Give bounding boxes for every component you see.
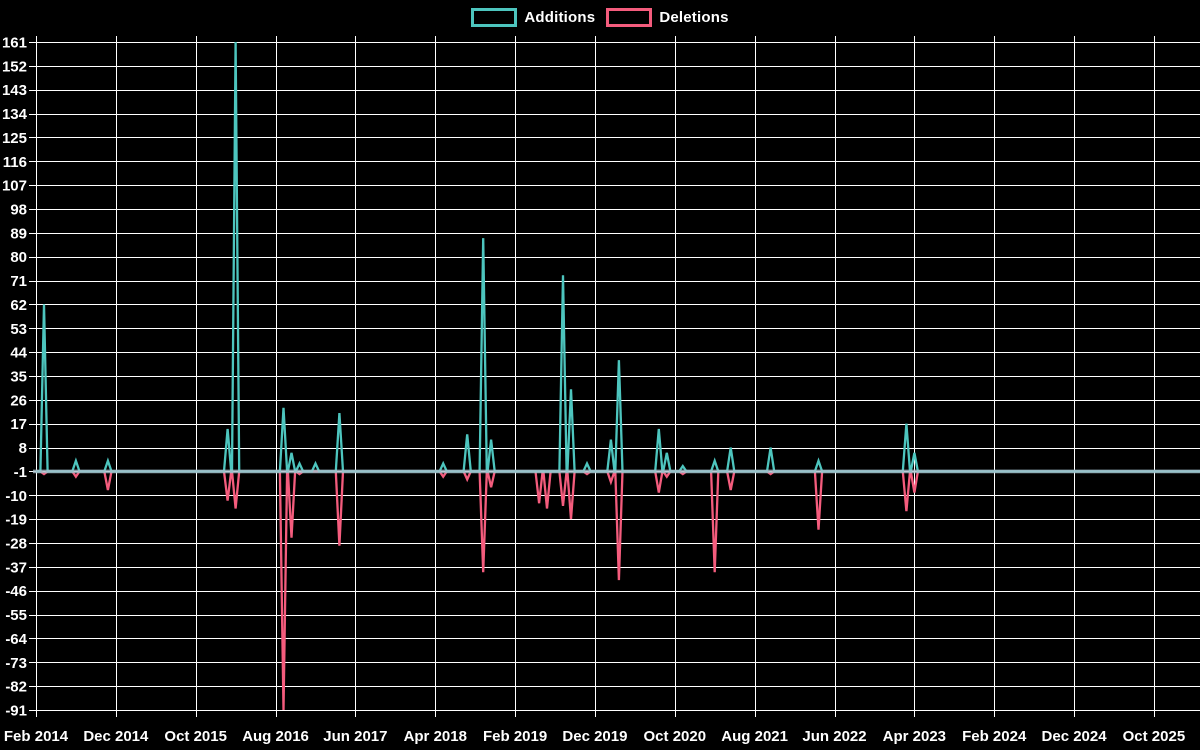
y-tick-label: 80 xyxy=(10,249,27,266)
x-tick-label: Apr 2023 xyxy=(883,728,946,745)
y-tick-label: -19 xyxy=(5,512,27,529)
deletions-legend-label: Deletions xyxy=(659,9,729,26)
y-tick-label: -28 xyxy=(5,536,27,553)
x-tick-label: Oct 2015 xyxy=(164,728,227,745)
x-tick-label: Feb 2014 xyxy=(4,728,69,745)
deletions-line xyxy=(36,470,1200,711)
y-tick-label: 89 xyxy=(10,225,27,242)
y-tick-label: -64 xyxy=(5,631,27,648)
x-tick-label: Oct 2025 xyxy=(1123,728,1186,745)
x-tick-label: Aug 2021 xyxy=(721,728,788,745)
legend-item-additions[interactable]: Additions xyxy=(471,8,595,27)
y-axis-labels: 161 152 143 134 125 116 107 98 89 80 71 62 53 44 35 26 1… xyxy=(2,35,28,720)
y-tick-label: 53 xyxy=(10,321,27,338)
x-tick-label: Jun 2017 xyxy=(323,728,387,745)
y-tick-label: -73 xyxy=(5,655,27,672)
y-tick-label: 35 xyxy=(10,369,27,386)
legend-item-deletions[interactable]: Deletions xyxy=(606,8,728,27)
y-tick-label: 134 xyxy=(2,106,28,123)
y-tick-label: -55 xyxy=(5,607,27,624)
x-tick-label: Dec 2014 xyxy=(83,728,149,745)
y-tick-label: 26 xyxy=(10,392,27,409)
y-tick-label: -37 xyxy=(5,559,27,576)
y-tick-label: 161 xyxy=(2,35,27,52)
x-tick-label: Oct 2020 xyxy=(644,728,707,745)
y-tick-label: 116 xyxy=(3,154,27,171)
y-tick-label: -10 xyxy=(5,488,27,505)
deletions-swatch-icon xyxy=(606,8,653,27)
y-tick-label: -82 xyxy=(5,679,27,696)
chart-legend: Additions Deletions xyxy=(0,8,1200,27)
grid-lines xyxy=(29,36,1200,717)
y-tick-label: 98 xyxy=(10,202,27,219)
y-tick-label: 143 xyxy=(2,82,27,99)
additions-line xyxy=(36,41,1200,473)
y-tick-label: 71 xyxy=(10,273,27,290)
y-tick-label: 44 xyxy=(10,345,27,362)
y-tick-label: -1 xyxy=(14,464,27,481)
y-tick-label: 125 xyxy=(2,130,27,147)
x-axis-labels: Feb 2014 Dec 2014 Oct 2015 Aug 2016 Jun 2017… xyxy=(4,728,1185,745)
x-tick-label: Aug 2016 xyxy=(242,728,309,745)
y-tick-label: 8 xyxy=(19,440,27,457)
x-tick-label: Dec 2019 xyxy=(562,728,627,745)
y-tick-label: 152 xyxy=(2,58,27,75)
x-tick-label: Feb 2019 xyxy=(483,728,547,745)
x-tick-label: Feb 2024 xyxy=(962,728,1027,745)
x-tick-label: Apr 2018 xyxy=(404,728,467,745)
additions-swatch-icon xyxy=(471,8,518,27)
y-tick-label: 62 xyxy=(10,297,27,314)
y-tick-label: -91 xyxy=(5,703,27,720)
y-tick-label: -46 xyxy=(5,583,27,600)
additions-legend-label: Additions xyxy=(524,9,596,26)
y-tick-label: 107 xyxy=(2,178,27,195)
y-tick-label: 17 xyxy=(10,416,27,433)
x-tick-label: Dec 2024 xyxy=(1042,728,1108,745)
x-tick-label: Jun 2022 xyxy=(802,728,866,745)
